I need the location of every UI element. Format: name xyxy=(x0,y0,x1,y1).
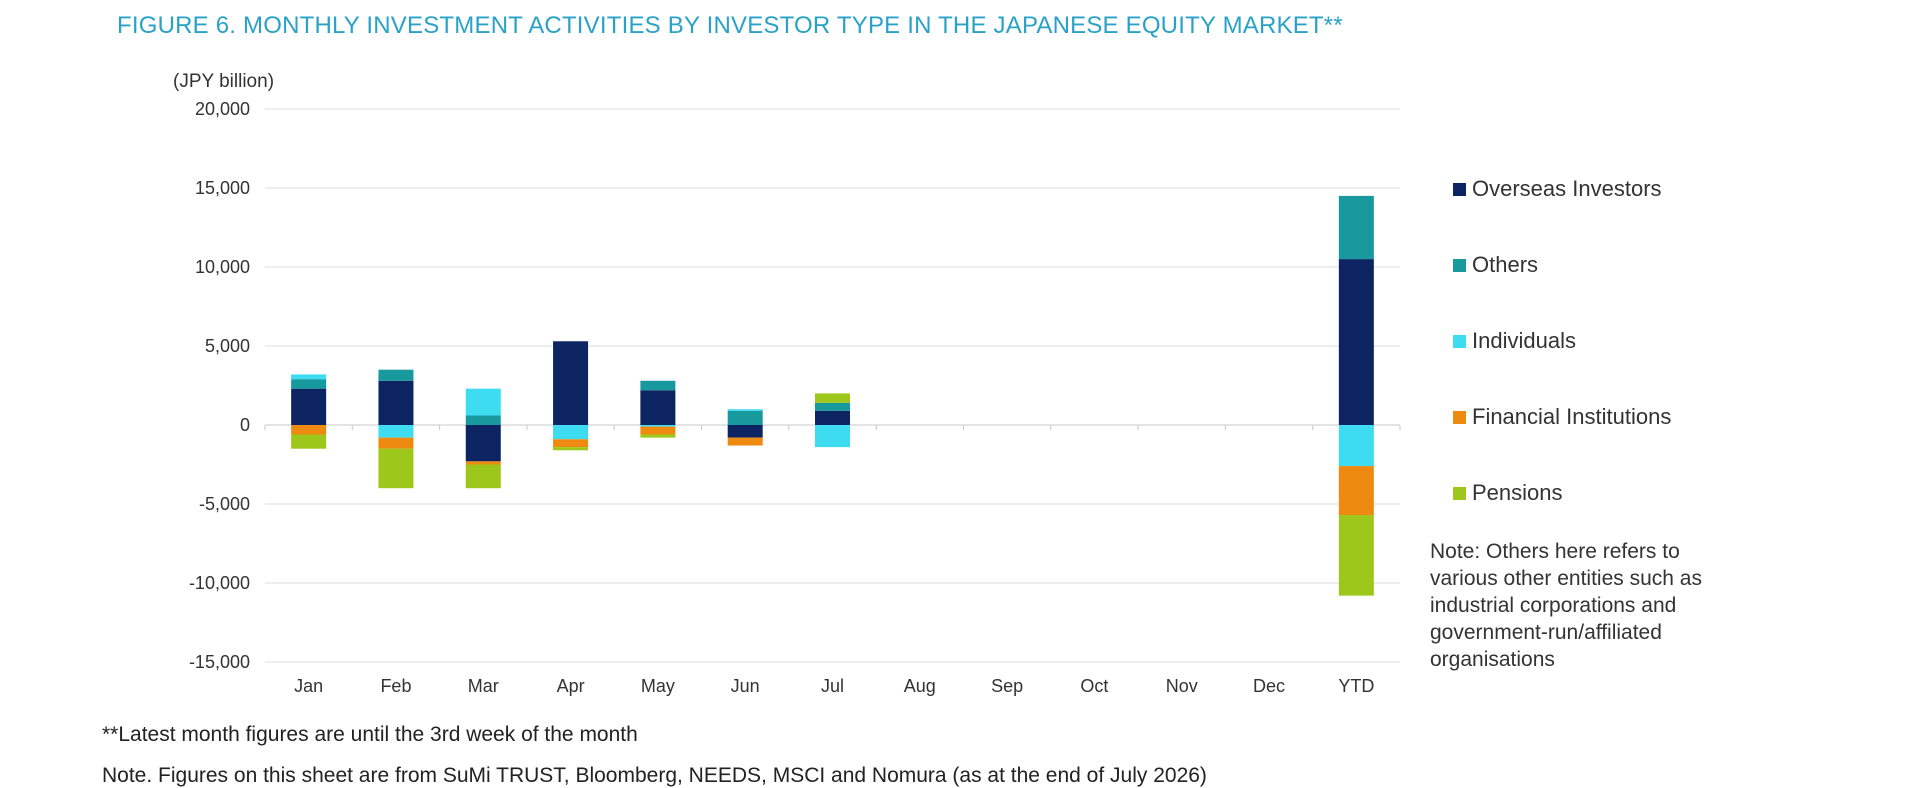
bar-segment xyxy=(1338,195,1374,260)
bar-segment xyxy=(378,369,414,381)
y-tick-label: -5,000 xyxy=(199,494,250,514)
bar-segment xyxy=(465,461,501,465)
stacked-bar-chart: 20,000 15,000 10,000 5,000 0 -5,000 -10,000 -15… xyxy=(189,99,1401,696)
bar-segment xyxy=(640,425,676,427)
bar-segment xyxy=(465,464,501,489)
bar-segment xyxy=(553,341,589,425)
bar-segment xyxy=(727,425,763,438)
legend-swatch xyxy=(1453,182,1466,196)
bar-segment xyxy=(553,425,589,440)
bar-segment xyxy=(553,439,589,448)
legend-label: Pensions xyxy=(1472,480,1563,505)
bar-segment xyxy=(1338,425,1374,467)
bar-segment xyxy=(378,448,414,489)
bar-segment xyxy=(1338,515,1374,596)
x-tick-label: Apr xyxy=(557,676,585,696)
x-tick-label: Oct xyxy=(1080,676,1108,696)
x-tick-label: Aug xyxy=(904,676,936,696)
bar-segment xyxy=(640,426,676,435)
x-tick-label: Jul xyxy=(821,676,844,696)
chart-legend: Overseas Investors Others Individuals Finan… xyxy=(1453,176,1773,556)
x-tick-label: Jun xyxy=(731,676,760,696)
y-tick-label: -15,000 xyxy=(189,652,250,672)
footnote-latest-month: **Latest month figures are until the 3rd… xyxy=(102,723,638,746)
y-tick-label: -10,000 xyxy=(189,573,250,593)
bar-segment xyxy=(553,447,589,451)
bar-segment xyxy=(727,437,763,446)
legend-item: Individuals xyxy=(1453,328,1773,354)
bar-segment xyxy=(291,388,327,425)
legend-label: Overseas Investors xyxy=(1472,176,1662,201)
bar-segment xyxy=(465,415,501,425)
bar-segment xyxy=(291,434,327,449)
legend-swatch xyxy=(1453,258,1466,272)
y-tick-label: 10,000 xyxy=(195,257,250,277)
bar-segment xyxy=(815,410,850,425)
footnote-source: Note. Figures on this sheet are from SuM… xyxy=(102,764,1207,787)
legend-label: Others xyxy=(1472,252,1539,277)
chart-title: FIGURE 6. MONTHLY INVESTMENT ACTIVITIES … xyxy=(117,12,1343,39)
x-tick-label: May xyxy=(641,676,675,696)
legend-swatch xyxy=(1453,410,1466,424)
legend-swatch xyxy=(1453,334,1466,348)
x-tick-label: Mar xyxy=(468,676,499,696)
y-tick-label: 5,000 xyxy=(205,336,250,356)
y-tick-label: 0 xyxy=(240,415,250,435)
bar-segment xyxy=(727,410,763,425)
legend-label: Financial Institutions xyxy=(1472,404,1672,429)
bar-segment xyxy=(378,437,414,449)
bar-segment xyxy=(465,388,501,416)
bar-segment xyxy=(378,425,414,438)
y-axis-unit-label: (JPY billion) xyxy=(173,71,275,92)
bar-segment xyxy=(378,380,414,425)
x-tick-label: Feb xyxy=(380,676,411,696)
legend-item: Financial Institutions xyxy=(1453,404,1773,430)
bar-segment xyxy=(291,379,327,389)
legend-note: Note: Others here refers to various othe… xyxy=(1430,540,1702,671)
legend-item: Overseas Investors xyxy=(1453,176,1773,202)
legend-item: Others xyxy=(1453,252,1773,278)
bar-segment xyxy=(815,393,850,403)
x-tick-label: YTD xyxy=(1338,676,1374,696)
x-tick-label: Sep xyxy=(991,676,1023,696)
bar-segment xyxy=(640,434,676,438)
x-tick-label: Jan xyxy=(294,676,323,696)
y-tick-label: 15,000 xyxy=(195,178,250,198)
x-tick-label: Dec xyxy=(1253,676,1285,696)
bar-segment xyxy=(291,374,327,380)
y-tick-label: 20,000 xyxy=(195,99,250,119)
legend-item: Pensions xyxy=(1453,480,1773,506)
bar-segment xyxy=(815,402,850,411)
x-tick-label: Nov xyxy=(1166,676,1198,696)
bar-segment xyxy=(815,425,850,448)
bar-segment xyxy=(465,425,501,462)
legend-swatch xyxy=(1453,486,1466,500)
bar-segment xyxy=(727,409,763,411)
bar-segment xyxy=(640,380,676,391)
bar-segment xyxy=(1338,259,1374,425)
bar-segment xyxy=(640,390,676,425)
bar-segment xyxy=(291,425,327,435)
legend-label: Individuals xyxy=(1472,328,1576,353)
bar-segment xyxy=(1338,466,1374,516)
